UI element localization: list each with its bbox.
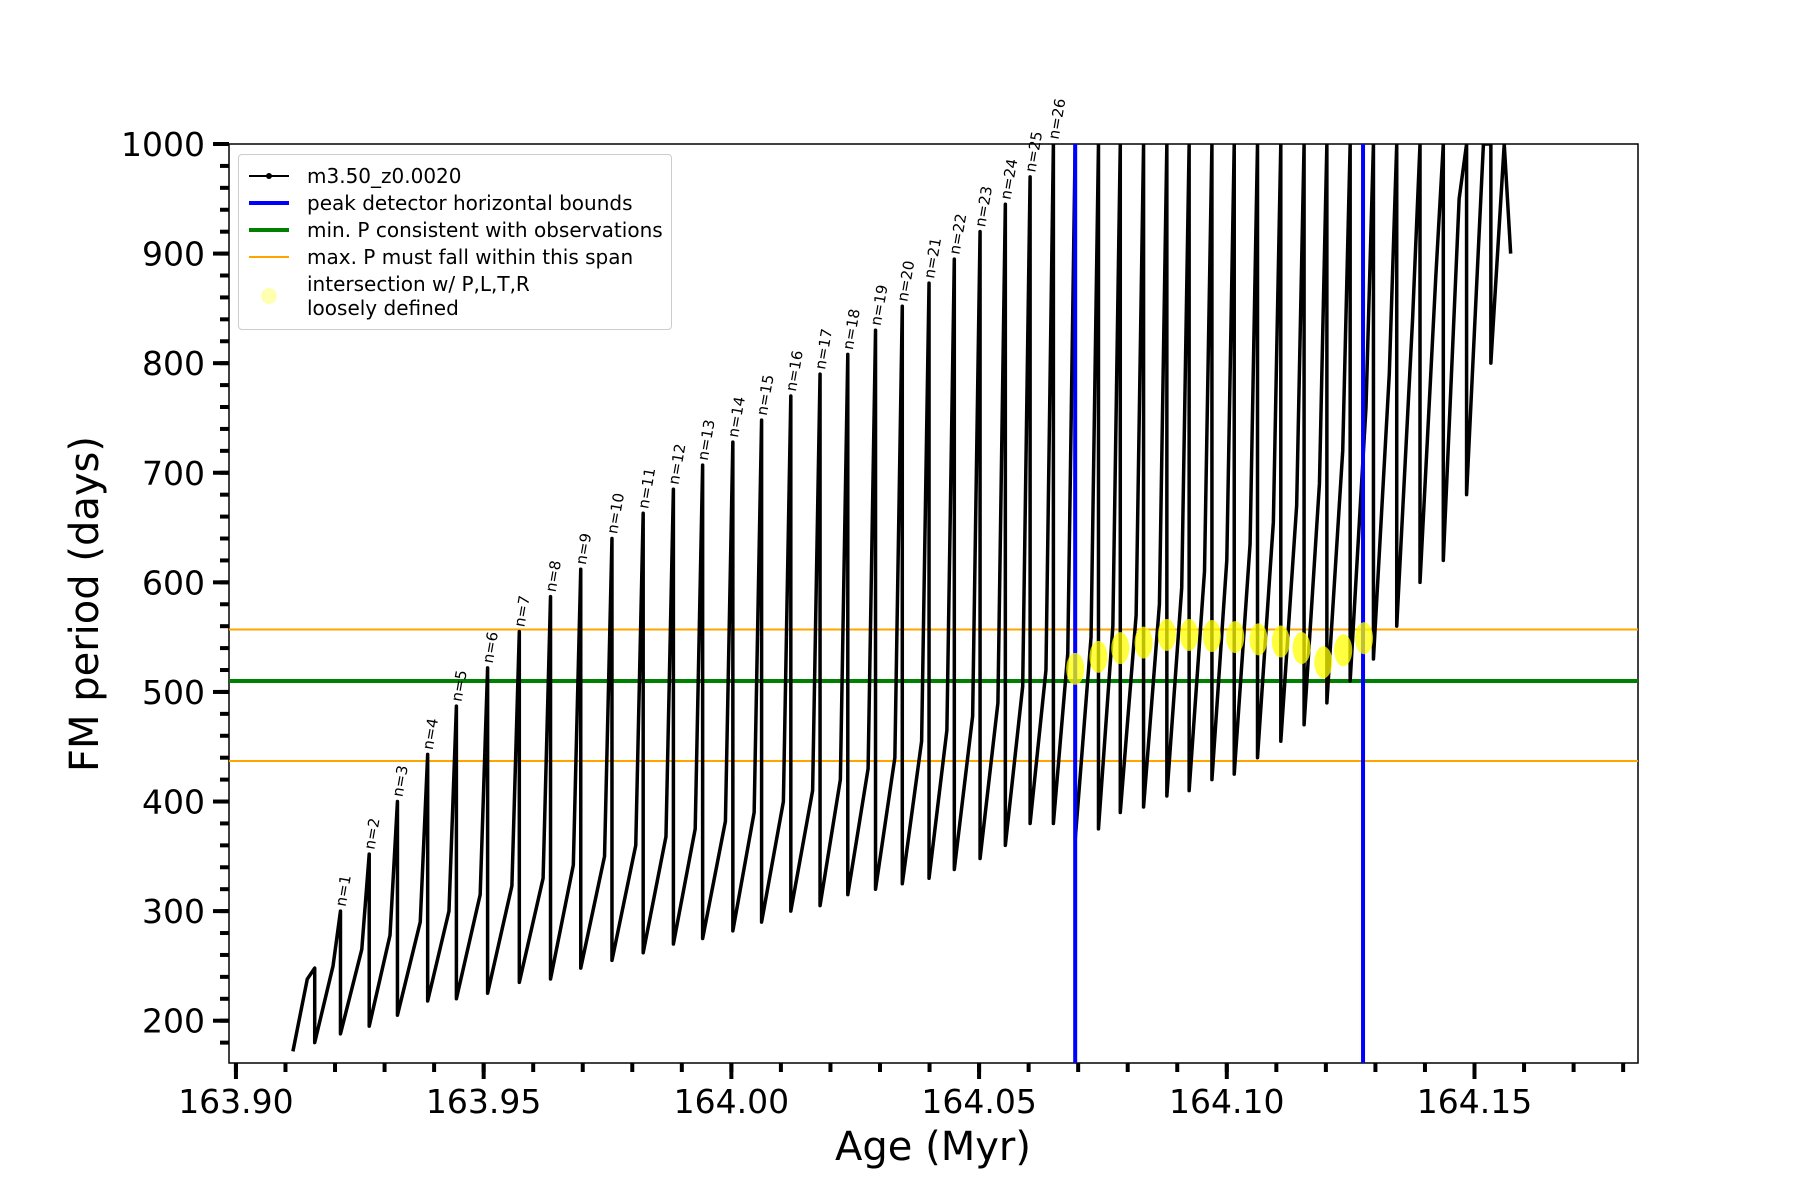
annotation: n=17 (811, 327, 836, 371)
legend-entry: max. P must fall within this span (247, 245, 663, 269)
intersection-point (1066, 652, 1085, 685)
x-axis-label: Age (Myr) (835, 1124, 1031, 1170)
annotation: n=13 (694, 418, 719, 462)
intersection-point (1089, 640, 1108, 673)
legend-label: intersection w/ P,L,T,R loosely defined (307, 272, 530, 320)
annotation: n=21 (920, 236, 945, 280)
annotation: n=12 (665, 442, 690, 486)
intersection-point (1334, 634, 1353, 667)
intersection-point (1157, 618, 1176, 651)
annotation: n=2 (360, 817, 383, 851)
y-tick-label: 400 (142, 783, 205, 822)
plot-area (229, 144, 1638, 1063)
legend-label: max. P must fall within this span (307, 245, 634, 269)
y-tick-label: 600 (142, 563, 205, 602)
legend-entry: intersection w/ P,L,T,R loosely defined (247, 272, 663, 320)
intersection-point (1202, 620, 1221, 653)
y-tick-label: 300 (142, 892, 205, 931)
intersection-point (1226, 621, 1245, 654)
legend-label: min. P consistent with observations (307, 218, 663, 242)
legend-symbol (247, 164, 291, 188)
series-line (291, 144, 1513, 1052)
intersection-point (1111, 632, 1130, 665)
intersection-point (1271, 625, 1290, 658)
x-tick-label: 163.90 (178, 1082, 293, 1121)
annotation: n=11 (634, 466, 659, 510)
annotation: n=25 (1021, 130, 1046, 174)
annotation: n=18 (839, 307, 864, 351)
legend-symbol (247, 245, 291, 269)
y-tick-label: 1000 (121, 125, 205, 164)
y-tick-label: 500 (142, 673, 205, 712)
legend-entry: min. P consistent with observations (247, 218, 663, 242)
legend-label: peak detector horizontal bounds (307, 191, 633, 215)
y-tick-label: 900 (142, 235, 205, 274)
axes: 163.90 163.95 164.00 164.05 164.10 164.15 200 3… (121, 125, 1626, 1121)
intersection-point (1134, 626, 1153, 659)
annotation: n=22 (946, 212, 971, 256)
y-tick-label: 800 (142, 344, 205, 383)
x-tick-label: 164.15 (1417, 1082, 1532, 1121)
annotation: n=26 (1045, 97, 1070, 141)
intersection-point (1355, 622, 1374, 655)
annotation: n=6 (479, 630, 502, 664)
annotation: n=20 (894, 259, 919, 303)
intersection-point (1292, 632, 1311, 665)
annotation: n=4 (419, 717, 442, 751)
legend-symbol (247, 191, 291, 215)
x-tick-label: 164.10 (1169, 1082, 1284, 1121)
legend-entry: m3.50_z0.0020 (247, 164, 663, 188)
annotation: n=9 (572, 532, 595, 566)
annotation: n=8 (542, 559, 565, 593)
annotation: n=24 (997, 157, 1022, 201)
annotation: n=3 (389, 764, 412, 798)
y-axis-label: FM period (days) (62, 436, 108, 772)
intersection-point (1314, 646, 1333, 679)
y-tick-label: 200 (142, 1002, 205, 1041)
legend-symbol (247, 284, 291, 308)
annotation: n=23 (971, 185, 996, 229)
annotation: n=5 (448, 669, 471, 703)
intersection-point (1180, 618, 1199, 651)
x-tick-label: 164.05 (921, 1082, 1036, 1121)
legend-entry: peak detector horizontal bounds (247, 191, 663, 215)
intersection-point (1249, 623, 1268, 656)
x-tick-label: 163.95 (426, 1082, 541, 1121)
legend-symbol (247, 218, 291, 242)
annotation: n=10 (603, 492, 628, 536)
y-tick-label: 700 (142, 454, 205, 493)
annotation: n=16 (782, 349, 807, 393)
annotation: n=19 (867, 283, 892, 327)
annotation: n=14 (724, 395, 749, 439)
annotation: n=7 (511, 594, 534, 628)
legend-label: m3.50_z0.0020 (307, 164, 462, 188)
annotation: n=1 (332, 874, 355, 908)
annotation: n=15 (753, 373, 778, 417)
x-tick-label: 164.00 (674, 1082, 789, 1121)
